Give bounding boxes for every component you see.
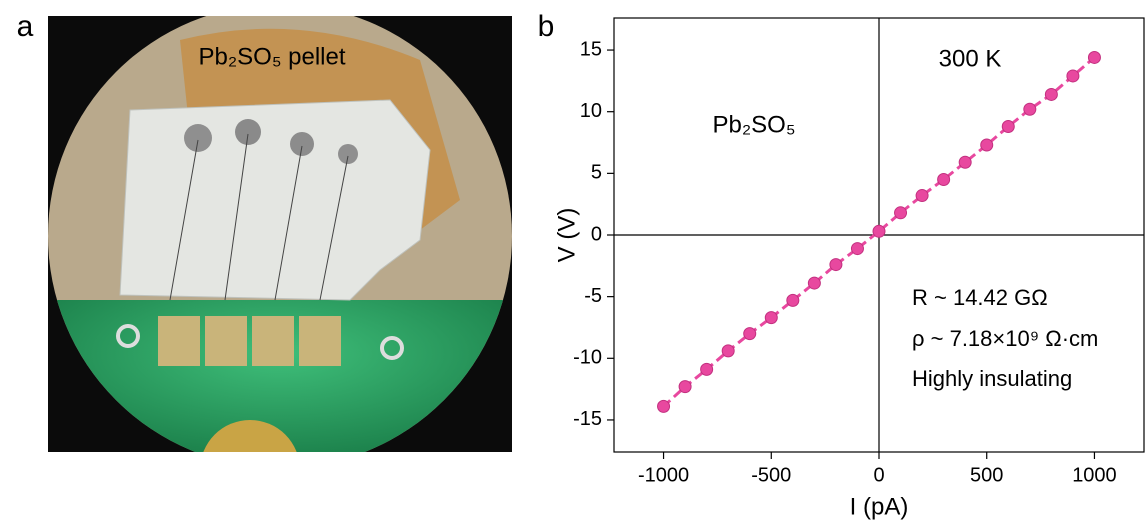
x-tick-label: -500: [751, 464, 791, 486]
x-tick-label: 500: [970, 464, 1003, 486]
data-point: [721, 344, 735, 358]
data-point: [980, 138, 994, 152]
data-point: [829, 258, 843, 272]
data-point: [764, 311, 778, 325]
x-tick-label: 0: [873, 464, 884, 486]
photo: [48, 16, 512, 452]
data-point: [700, 362, 714, 376]
data-point: [958, 155, 972, 169]
fit-line: [662, 56, 1096, 408]
annotation: Highly insulating: [912, 366, 1072, 391]
x-tick-label: -1000: [638, 464, 689, 486]
data-point: [1087, 50, 1101, 64]
y-tick-label: 10: [580, 100, 602, 122]
y-tick-label: -10: [573, 347, 602, 369]
data-point: [850, 242, 864, 256]
x-tick-label: 1000: [1072, 464, 1117, 486]
data-point: [1001, 120, 1015, 133]
data-point: [1066, 69, 1080, 83]
data-point: [915, 189, 929, 203]
data-point: [678, 380, 692, 394]
annotation: ρ ~ 7.18×10⁹ Ω·cm: [912, 326, 1098, 351]
data-point: [743, 327, 757, 341]
y-tick-label: 5: [591, 162, 602, 184]
data-point: [1044, 87, 1058, 101]
y-axis-label: V (V): [553, 208, 580, 263]
panel-label: b: [538, 10, 555, 43]
photo-caption: Pb₂SO₅ pellet: [198, 43, 345, 70]
annotation: Pb₂SO₅: [712, 111, 795, 138]
data-point: [786, 293, 800, 307]
data-point: [894, 206, 908, 220]
data-point: [872, 224, 886, 238]
panel-label: a: [17, 10, 34, 43]
y-tick-label: -15: [573, 408, 602, 430]
data-point: [1023, 102, 1037, 116]
annotation: R ~ 14.42 GΩ: [912, 285, 1048, 310]
data-point: [657, 399, 671, 413]
annotation: 300 K: [939, 45, 1002, 72]
y-tick-label: -5: [584, 285, 602, 307]
data-point: [807, 276, 821, 290]
x-axis-label: I (pA): [850, 493, 909, 520]
data-point: [937, 173, 951, 187]
y-tick-label: 15: [580, 38, 602, 60]
y-tick-label: 0: [591, 223, 602, 245]
